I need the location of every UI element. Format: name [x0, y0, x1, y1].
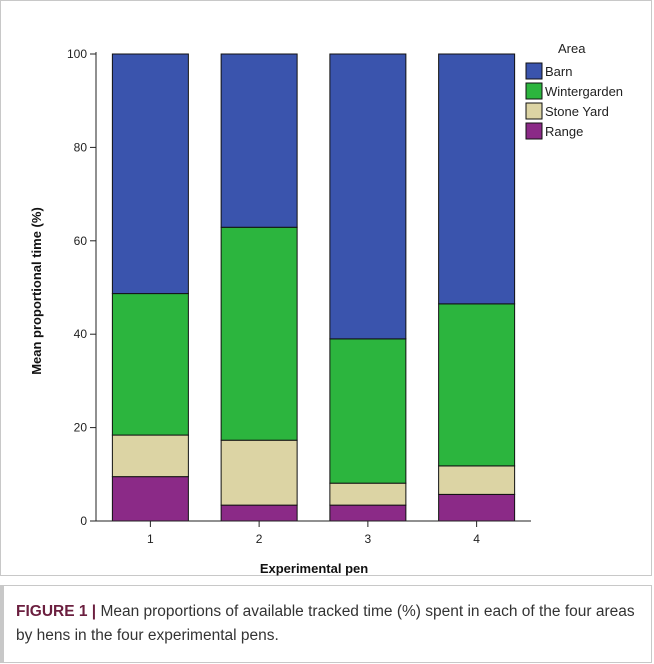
bar-segment-stone-yard-pen-1	[111, 434, 189, 478]
x-axis-title: Experimental pen	[260, 561, 368, 576]
bar-segment-wintergarden-pen-2	[220, 226, 298, 441]
bar-segment-stone-yard-pen-2	[220, 439, 298, 506]
legend-entry: Wintergarden	[545, 84, 623, 99]
bar-segment-barn-pen-3	[329, 53, 407, 340]
y-tick-label: 80	[74, 140, 88, 154]
legend-entry: Barn	[545, 64, 572, 79]
bar-segment-wintergarden-pen-4	[438, 303, 516, 467]
bar-segment-range-pen-4	[438, 493, 516, 522]
caption-body: Mean proportions of available tracked ti…	[16, 603, 635, 644]
y-tick-label: 0	[80, 514, 87, 528]
caption-label: FIGURE 1 |	[16, 603, 97, 620]
legend-entry: Stone Yard	[545, 104, 609, 119]
legend-swatch	[525, 122, 543, 140]
legend-entry: Range	[545, 124, 583, 139]
legend-swatch	[525, 82, 543, 100]
caption-text: FIGURE 1 | Mean proportions of available…	[16, 600, 639, 648]
x-tick-label: 4	[473, 532, 480, 546]
y-axis-title: Mean proportional time (%)	[29, 207, 44, 375]
bars-layer	[111, 53, 516, 522]
legend-title: Area	[558, 41, 586, 56]
bar-segment-barn-pen-4	[438, 53, 516, 305]
y-tick-label: 20	[74, 421, 88, 435]
bar-segment-wintergarden-pen-1	[111, 293, 189, 436]
legend-swatch	[525, 102, 543, 120]
bar-segment-stone-yard-pen-4	[438, 465, 516, 495]
y-tick-label: 100	[67, 47, 87, 61]
bar-segment-barn-pen-1	[111, 53, 189, 295]
bar-segment-range-pen-1	[111, 476, 189, 522]
figure-caption: FIGURE 1 | Mean proportions of available…	[0, 585, 652, 663]
y-tick-label: 60	[74, 234, 88, 248]
chart-panel: 1 2 3 4 0 20 40 60 80 100 Area Barn Wintergarden Sto…	[0, 0, 652, 576]
x-tick-label: 2	[256, 532, 263, 546]
x-tick-label: 3	[365, 532, 372, 546]
x-tick-label: 1	[147, 532, 154, 546]
y-tick-label: 40	[74, 327, 88, 341]
bar-segment-barn-pen-2	[220, 53, 298, 228]
bar-segment-wintergarden-pen-3	[329, 338, 407, 484]
bar-segment-range-pen-3	[329, 504, 407, 522]
bar-segment-stone-yard-pen-3	[329, 482, 407, 506]
legend-swatch	[525, 62, 543, 80]
legend: Area Barn Wintergarden Stone Yard Range	[525, 41, 623, 140]
bar-segment-range-pen-2	[220, 504, 298, 522]
